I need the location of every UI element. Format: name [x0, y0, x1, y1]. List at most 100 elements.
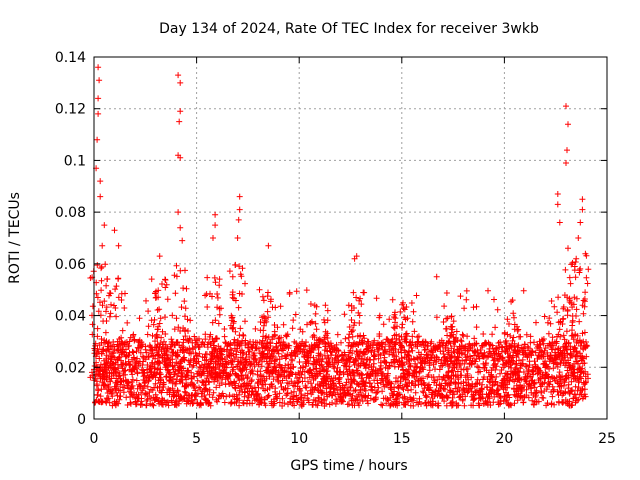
data-point: [584, 371, 591, 378]
data-point: [583, 252, 590, 259]
data-point: [510, 334, 517, 341]
data-point: [249, 367, 256, 374]
data-point: [278, 346, 285, 353]
data-point: [449, 326, 456, 333]
data-point: [402, 316, 409, 323]
data-point: [150, 321, 157, 328]
data-point: [256, 286, 263, 293]
data-point: [210, 376, 217, 383]
data-point: [488, 386, 495, 393]
data-point: [215, 320, 222, 327]
data-point: [545, 330, 552, 337]
data-point: [382, 359, 389, 366]
data-point: [144, 331, 151, 338]
data-point: [160, 381, 167, 388]
data-point: [346, 401, 352, 408]
data-point: [562, 388, 569, 395]
data-point: [279, 395, 286, 402]
data-point: [231, 336, 238, 343]
data-point: [285, 361, 292, 368]
data-point: [584, 343, 591, 349]
data-point: [548, 298, 555, 304]
data-point: [284, 368, 290, 375]
data-point: [201, 370, 208, 377]
data-point: [435, 402, 442, 409]
data-point: [380, 321, 387, 328]
data-point: [185, 338, 192, 345]
data-point: [483, 354, 490, 361]
data-point: [514, 323, 520, 330]
data-point: [289, 370, 296, 377]
data-point: [173, 273, 180, 280]
data-point: [374, 388, 381, 395]
data-point: [145, 308, 152, 315]
data-point: [255, 384, 262, 391]
data-point: [348, 328, 355, 335]
data-point: [477, 346, 484, 353]
data-point: [423, 393, 430, 400]
data-point: [240, 399, 246, 406]
data-point: [175, 370, 182, 377]
data-point: [355, 360, 362, 367]
data-point: [204, 344, 211, 351]
data-point: [535, 398, 542, 405]
data-point: [440, 319, 447, 325]
data-point: [577, 265, 584, 272]
data-point: [566, 363, 573, 369]
data-point: [425, 372, 432, 378]
data-point: [504, 316, 511, 323]
data-point: [236, 397, 243, 404]
data-point: [187, 317, 194, 324]
data-point: [274, 395, 281, 402]
data-point: [138, 395, 145, 402]
data-point: [177, 108, 184, 115]
data-point: [519, 387, 526, 394]
data-point: [544, 319, 551, 326]
data-point: [462, 343, 469, 350]
data-point: [479, 381, 486, 388]
data-point: [280, 321, 287, 328]
data-point: [156, 359, 163, 366]
data-point: [205, 378, 212, 385]
data-point: [313, 356, 320, 363]
data-point: [400, 366, 407, 373]
data-point: [324, 335, 331, 341]
data-point: [318, 358, 325, 365]
data-point: [312, 320, 319, 327]
data-point: [559, 321, 566, 327]
data-point: [355, 381, 362, 388]
data-point: [443, 355, 450, 362]
data-point: [541, 313, 548, 320]
data-point: [422, 358, 429, 365]
data-point: [259, 293, 266, 300]
data-point: [573, 255, 580, 262]
data-point: [156, 306, 163, 313]
data-point: [95, 371, 102, 378]
data-point: [565, 121, 571, 128]
data-point: [556, 326, 563, 333]
data-point: [507, 333, 514, 339]
data-point: [252, 355, 259, 362]
data-point: [514, 376, 521, 383]
data-point: [210, 235, 216, 241]
data-point: [212, 222, 219, 229]
data-point: [474, 376, 481, 383]
data-point: [571, 344, 578, 351]
data-point: [214, 361, 221, 368]
data-point: [348, 303, 355, 309]
data-point: [546, 381, 553, 388]
data-point: [388, 380, 395, 387]
data-point: [222, 339, 229, 346]
data-point: [376, 331, 383, 337]
data-point: [433, 314, 440, 321]
data-point: [195, 358, 202, 365]
data-point: [318, 400, 325, 407]
data-point: [321, 316, 327, 323]
data-point: [422, 338, 429, 345]
data-point: [350, 289, 357, 296]
data-point: [154, 394, 161, 401]
data-point: [97, 193, 104, 200]
data-point: [103, 318, 110, 324]
data-point: [108, 353, 115, 360]
data-point: [202, 331, 209, 338]
